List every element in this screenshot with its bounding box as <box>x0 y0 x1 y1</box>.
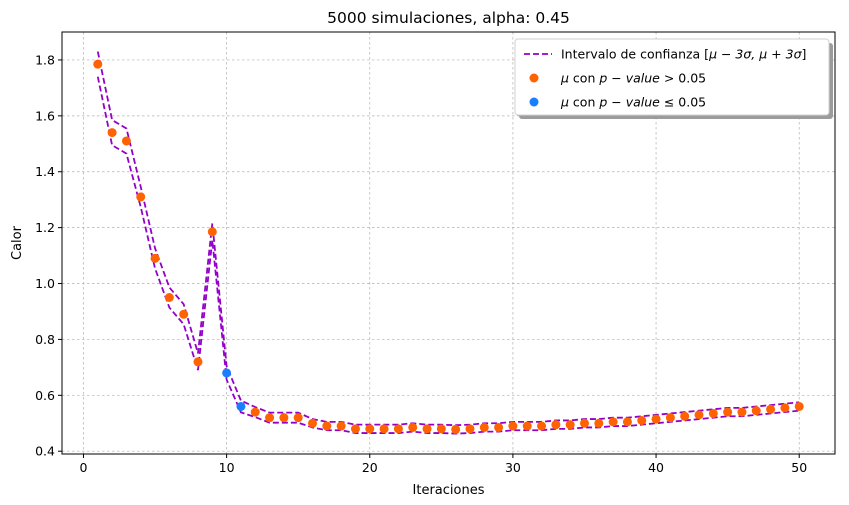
data-point <box>193 357 203 367</box>
data-point <box>494 422 504 432</box>
data-point <box>465 424 475 434</box>
data-point <box>694 410 704 420</box>
data-point <box>594 418 604 428</box>
legend-entry-interval: Intervalo de confianza [μ − 3σ, μ + 3σ] <box>561 47 806 62</box>
mean-points <box>93 59 804 434</box>
interval-upper-line <box>96 51 800 427</box>
legend-entry-significant-mu: μ <box>560 95 569 110</box>
legend-entry-interval-suffix: ] <box>802 47 807 62</box>
data-point <box>293 413 303 423</box>
y-tick-label: 1.2 <box>35 220 55 235</box>
x-tick-label: 0 <box>79 460 87 475</box>
chart-title: 5000 simulaciones, alpha: 0.45 <box>327 9 570 27</box>
legend-entry-interval-prefix: Intervalo de confianza [ <box>561 47 709 62</box>
data-point <box>365 424 375 434</box>
data-point <box>164 292 174 302</box>
legend-entry-interval-math: μ − 3σ, μ + 3σ <box>708 47 803 62</box>
legend-marker-blue <box>529 97 539 107</box>
data-point <box>780 403 790 413</box>
x-tick-label: 30 <box>505 460 521 475</box>
data-point <box>322 421 332 431</box>
legend-box <box>514 38 830 116</box>
data-point <box>136 192 146 202</box>
data-point <box>308 418 318 428</box>
y-tick-label: 1.0 <box>35 276 55 291</box>
data-point <box>179 309 189 319</box>
legend-entry-nonsignificant-mid: con <box>569 71 599 86</box>
data-point <box>207 227 217 237</box>
data-point <box>451 424 461 434</box>
data-point <box>708 408 718 418</box>
legend-entry-significant-suffix: ≤ 0.05 <box>660 95 706 110</box>
data-point <box>565 420 575 430</box>
data-point <box>766 404 776 414</box>
data-point <box>250 407 260 417</box>
data-point <box>93 59 103 69</box>
data-point <box>608 417 618 427</box>
confidence-interval <box>96 51 800 435</box>
interval-lower-line <box>96 76 800 435</box>
x-tick-label: 40 <box>648 460 664 475</box>
data-point <box>265 413 275 423</box>
y-tick-label: 1.8 <box>35 52 55 67</box>
data-point <box>665 413 675 423</box>
legend-entry-significant-math: p − value <box>598 95 660 110</box>
data-point <box>408 422 418 432</box>
data-point <box>651 414 661 424</box>
data-point <box>379 424 389 434</box>
data-point <box>680 411 690 421</box>
legend: Intervalo de confianza [μ − 3σ, μ + 3σ] … <box>514 38 833 119</box>
data-point <box>121 136 131 146</box>
data-point <box>794 401 804 411</box>
y-tick-label: 1.6 <box>35 108 55 123</box>
data-point <box>551 420 561 430</box>
data-point <box>107 128 117 138</box>
x-tick-label: 20 <box>362 460 378 475</box>
y-tick-label: 0.6 <box>35 388 55 403</box>
data-point <box>436 424 446 434</box>
legend-entry-significant: μ con p − value ≤ 0.05 <box>560 95 706 110</box>
x-tick-label: 10 <box>219 460 235 475</box>
data-point-significant <box>222 368 232 378</box>
legend-entry-nonsignificant-mu: μ <box>560 71 569 86</box>
y-axis-label: Calor <box>10 225 25 260</box>
data-point <box>751 406 761 416</box>
data-point <box>350 424 360 434</box>
data-point <box>723 407 733 417</box>
data-point <box>508 421 518 431</box>
data-point <box>637 415 647 425</box>
legend-marker-orange <box>529 73 539 83</box>
y-tick-label: 0.8 <box>35 332 55 347</box>
data-point <box>737 407 747 417</box>
legend-entry-nonsignificant-suffix: > 0.05 <box>660 71 706 86</box>
legend-entry-significant-mid: con <box>569 95 599 110</box>
data-point <box>422 424 432 434</box>
data-point <box>336 421 346 431</box>
y-tick-label: 1.4 <box>35 164 55 179</box>
data-point <box>522 421 532 431</box>
x-tick-label: 50 <box>791 460 807 475</box>
data-point <box>537 421 547 431</box>
data-point <box>279 413 289 423</box>
data-point-significant <box>236 401 246 411</box>
data-point <box>393 424 403 434</box>
axis-ticks: 0 10 20 30 40 50 0.4 0.6 0.8 1.0 1.2 1.4 1.6 1.8 <box>35 52 807 475</box>
x-axis-label: Iteraciones <box>413 483 485 498</box>
data-point <box>479 422 489 432</box>
data-point <box>622 417 632 427</box>
legend-entry-nonsignificant-math: p − value <box>598 71 660 86</box>
data-point <box>579 418 589 428</box>
plot-frame <box>61 31 836 455</box>
legend-entry-nonsignificant: μ con p − value > 0.05 <box>560 71 706 86</box>
y-tick-label: 0.4 <box>35 444 55 459</box>
data-point <box>150 253 160 263</box>
